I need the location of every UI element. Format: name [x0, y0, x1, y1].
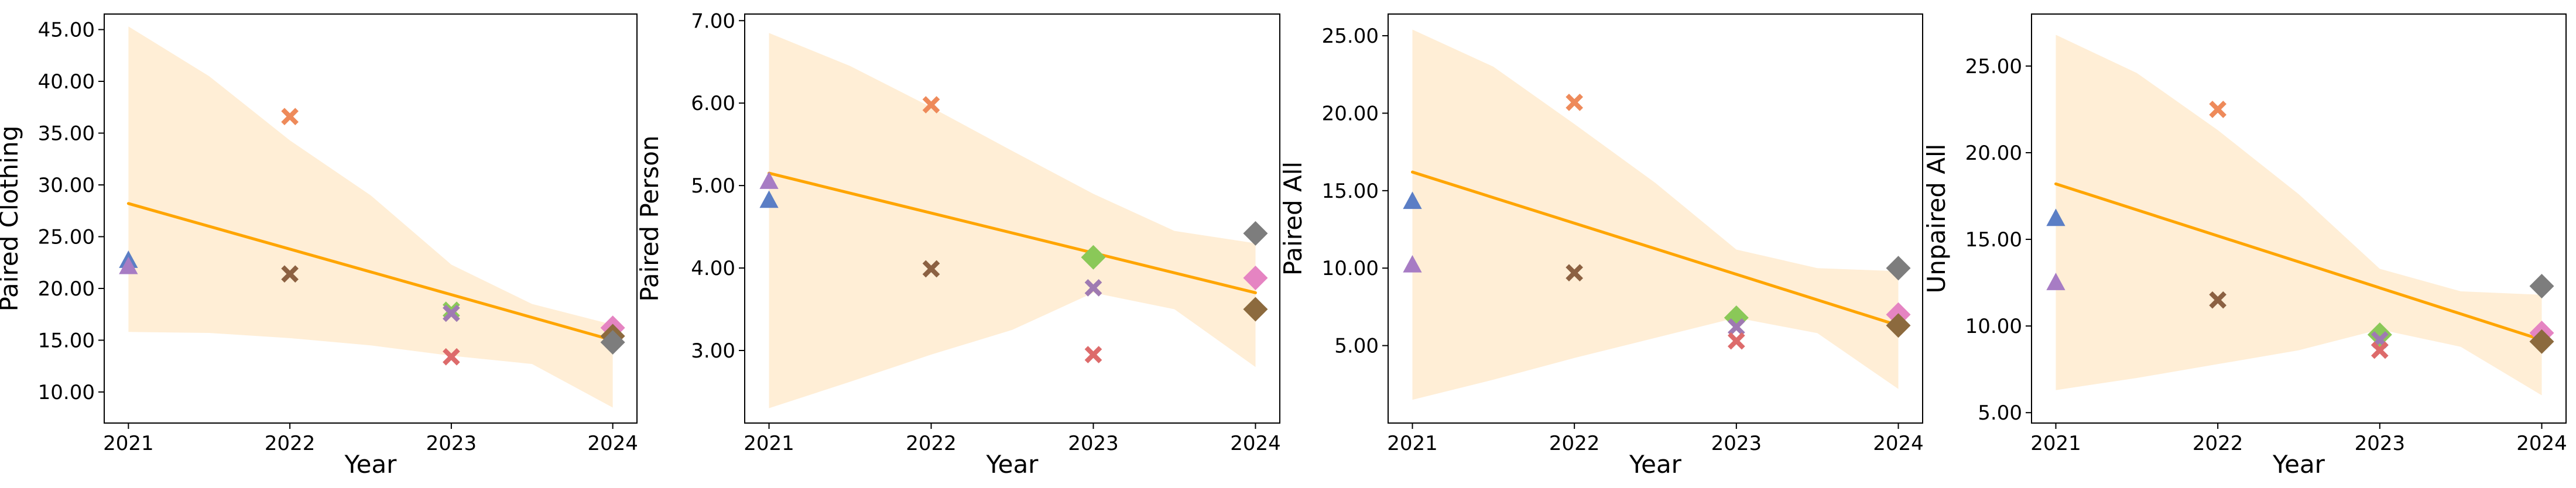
y-tick-label-40-00: 40.00 [38, 70, 95, 94]
data-point-x-2023-7 [1084, 346, 1102, 363]
axes-frame [1388, 13, 1923, 424]
y-tick-label-25-00: 25.00 [1322, 25, 1379, 48]
y-axis-label: Paired Person [635, 135, 664, 301]
x-tick-label-2021: 2021 [2030, 432, 2081, 455]
y-tick-label-10-00: 10.00 [1322, 257, 1379, 280]
axes-frame [104, 13, 638, 424]
data-point-x-2022-3 [1566, 94, 1583, 111]
confidence-band [1412, 29, 1899, 400]
confidence-band [2056, 35, 2542, 396]
y-axis-label: Paired Clothing [0, 126, 23, 312]
y-tick-label-6-00: 6.00 [691, 92, 735, 115]
y-tick-label-10-00: 10.00 [38, 381, 95, 404]
regression-line [1411, 170, 1900, 327]
x-tick-label-2022: 2022 [2193, 432, 2243, 455]
x-tick-label-2024: 2024 [587, 432, 638, 455]
x-tick-label-2021: 2021 [744, 432, 794, 455]
regression-line [126, 202, 615, 342]
data-point-x-2023-6 [443, 304, 460, 322]
data-point-x-2022-4 [922, 260, 940, 278]
y-axis-label: Unpaired All [1922, 144, 1951, 294]
x-tick-label-2022: 2022 [265, 432, 316, 455]
y-tick-label-5-00: 5.00 [1334, 335, 1379, 358]
panel-paired-clothing: 2021 2022 2023 2024 10.00 15.00 20.00 25.00 30.0… [0, 13, 638, 479]
x-tick-label-2023: 2023 [426, 432, 477, 455]
data-point-triangle-2021-2 [119, 256, 138, 274]
data-point-diamond-2024-8 [1886, 256, 1911, 281]
y-tick-label-30-00: 30.00 [38, 174, 95, 197]
y-tick-label-5-00: 5.00 [1978, 401, 2022, 425]
data-point-diamond-2024-10 [600, 329, 625, 355]
y-tick-label-20-00: 20.00 [1965, 142, 2022, 165]
y-tick-label-45-00: 45.00 [38, 19, 95, 42]
regression-line [768, 171, 1257, 294]
data-point-triangle-2021-1 [759, 171, 779, 189]
y-tick-label-15-00: 15.00 [1322, 180, 1379, 203]
x-axis-label: Year [2272, 450, 2325, 479]
data-point-x-2023-7 [1728, 332, 1745, 350]
data-point-x-2022-4 [2209, 291, 2226, 309]
data-point-x-2022-3 [922, 96, 940, 114]
x-tick-label-2023: 2023 [1711, 432, 1762, 455]
data-point-x-2022-4 [1566, 264, 1583, 281]
y-tick-label-15-00: 15.00 [1965, 228, 2022, 252]
data-point-diamond-2024-10 [2529, 329, 2554, 354]
data-point-x-2023-7 [443, 348, 460, 366]
data-point-triangle-2021-2 [759, 190, 779, 208]
x-axis-label: Year [986, 450, 1039, 479]
x-tick-label-2021: 2021 [1387, 432, 1438, 455]
x-tick-label-2024: 2024 [1230, 432, 1281, 455]
data-point-x-2023-6 [1728, 318, 1745, 336]
x-tick-label-2023: 2023 [2355, 432, 2406, 455]
data-point-diamond-2024-10 [1243, 297, 1268, 322]
confidence-band [128, 26, 613, 408]
y-tick-label-25-00: 25.00 [38, 225, 95, 249]
data-point-diamond-2023-5 [1081, 245, 1106, 270]
y-tick-label-5-00: 5.00 [691, 174, 735, 198]
data-point-diamond-2024-8 [2529, 274, 2554, 299]
data-point-x-2023-6 [1084, 279, 1102, 297]
x-tick-label-2021: 2021 [103, 432, 154, 455]
data-point-diamond-2024-8 [1243, 221, 1268, 246]
data-point-x-2023-7 [2371, 341, 2389, 359]
x-axis-label: Year [344, 450, 398, 479]
data-point-diamond-2024-9 [1243, 265, 1268, 290]
x-axis-label: Year [1629, 450, 1682, 479]
axes-frame [744, 13, 1280, 424]
y-tick-label-10-00: 10.00 [1965, 315, 2022, 338]
x-tick-label-2022: 2022 [1549, 432, 1600, 455]
panel-paired-all: 2021 2022 2023 2024 5.00 10.00 15.00 20.00 25.00… [1279, 13, 1924, 479]
confidence-band [769, 33, 1256, 408]
x-tick-label-2024: 2024 [2516, 432, 2567, 455]
data-point-diamond-2023-5 [2367, 322, 2392, 347]
data-point-x-2022-3 [2209, 101, 2226, 118]
x-tick-label-2024: 2024 [1873, 432, 1924, 455]
y-tick-label-7-00: 7.00 [691, 9, 735, 33]
y-tick-label-35-00: 35.00 [38, 122, 95, 146]
y-tick-label-4-00: 4.00 [691, 257, 735, 280]
y-tick-label-15-00: 15.00 [38, 329, 95, 352]
y-tick-label-3-00: 3.00 [691, 339, 735, 363]
x-tick-label-2022: 2022 [906, 432, 957, 455]
panel-paired-person: 2021 2022 2023 2024 3.00 4.00 5.00 6.00 7.00 Year… [635, 9, 1281, 479]
panel-unpaired-all: 2021 2022 2023 2024 5.00 10.00 15.00 20.00 25.00… [1922, 13, 2567, 479]
data-point-triangle-2021-2 [2046, 273, 2065, 290]
y-tick-label-25-00: 25.00 [1965, 55, 2022, 78]
y-tick-label-20-00: 20.00 [38, 277, 95, 301]
y-axis-label: Paired All [1279, 161, 1307, 276]
data-point-triangle-2021-1 [1403, 191, 1422, 209]
y-tick-label-20-00: 20.00 [1322, 102, 1379, 125]
data-point-triangle-2021-1 [2046, 208, 2065, 226]
x-tick-label-2023: 2023 [1068, 432, 1119, 455]
axes-frame [2031, 13, 2567, 424]
regression-line [2054, 182, 2543, 342]
data-point-x-2022-3 [281, 108, 299, 126]
data-point-diamond-2024-10 [1886, 313, 1911, 338]
data-point-triangle-2021-2 [1403, 255, 1422, 273]
data-point-x-2022-4 [281, 265, 299, 283]
